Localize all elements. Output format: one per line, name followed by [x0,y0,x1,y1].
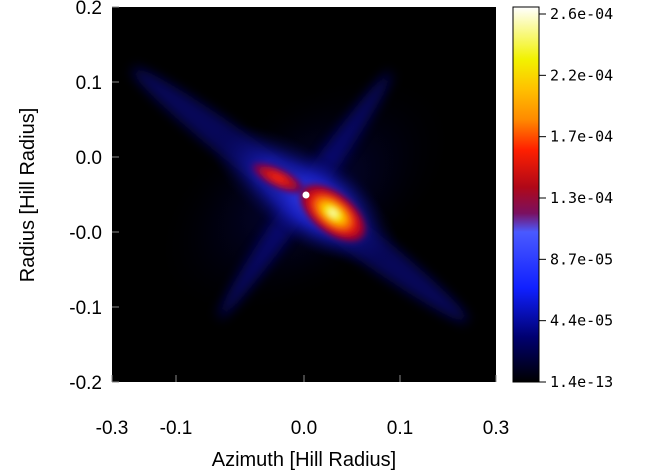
colorbar-label: 2.2e-04 [550,66,613,84]
colorbar-label: 4.4e-05 [550,312,613,330]
y-tick-label: 0.1 [76,73,102,94]
x-tick-label: 0.3 [483,418,509,439]
colorbar: 2.6e-04 2.2e-04 1.7e-04 1.3e-04 8.7e-05 4.4e-… [512,5,613,391]
colorbar-labels: 2.6e-04 2.2e-04 1.7e-04 1.3e-04 8.7e-05 4.4e-… [539,5,613,391]
y-axis-label: Radius [Hill Radius] [17,108,39,283]
planet-marker [302,191,310,199]
x-tick-label: 0.0 [291,418,317,439]
density-field [131,67,469,323]
y-tick-label: -0.1 [69,298,102,319]
outer-lobe [248,160,308,196]
colorbar-label: 1.4e-13 [550,373,613,391]
colorbar-label: 8.7e-05 [550,250,613,268]
colorbar-label: 2.6e-04 [550,5,613,23]
colorbar-label: 1.3e-04 [550,189,613,207]
x-axis: -0.3 -0.1 0.0 0.1 0.3 [96,375,509,439]
inner-lobe [297,181,369,245]
y-tick-label: 0.2 [76,0,102,19]
colorbar-gradient [512,6,540,383]
y-axis: 0.2 0.1 0.0 -0.0 -0.1 -0.2 [69,0,119,394]
plot-area [112,7,496,382]
y-tick-label: -0.0 [69,223,102,244]
x-tick-label: -0.3 [96,418,129,439]
x-tick-label: -0.1 [160,418,193,439]
x-axis-label: Azimuth [Hill Radius] [212,449,397,471]
y-tick-label: 0.0 [76,148,102,169]
x-tick-label: 0.1 [387,418,413,439]
colorbar-label: 1.7e-04 [550,128,613,146]
y-tick-label: -0.2 [69,373,102,394]
